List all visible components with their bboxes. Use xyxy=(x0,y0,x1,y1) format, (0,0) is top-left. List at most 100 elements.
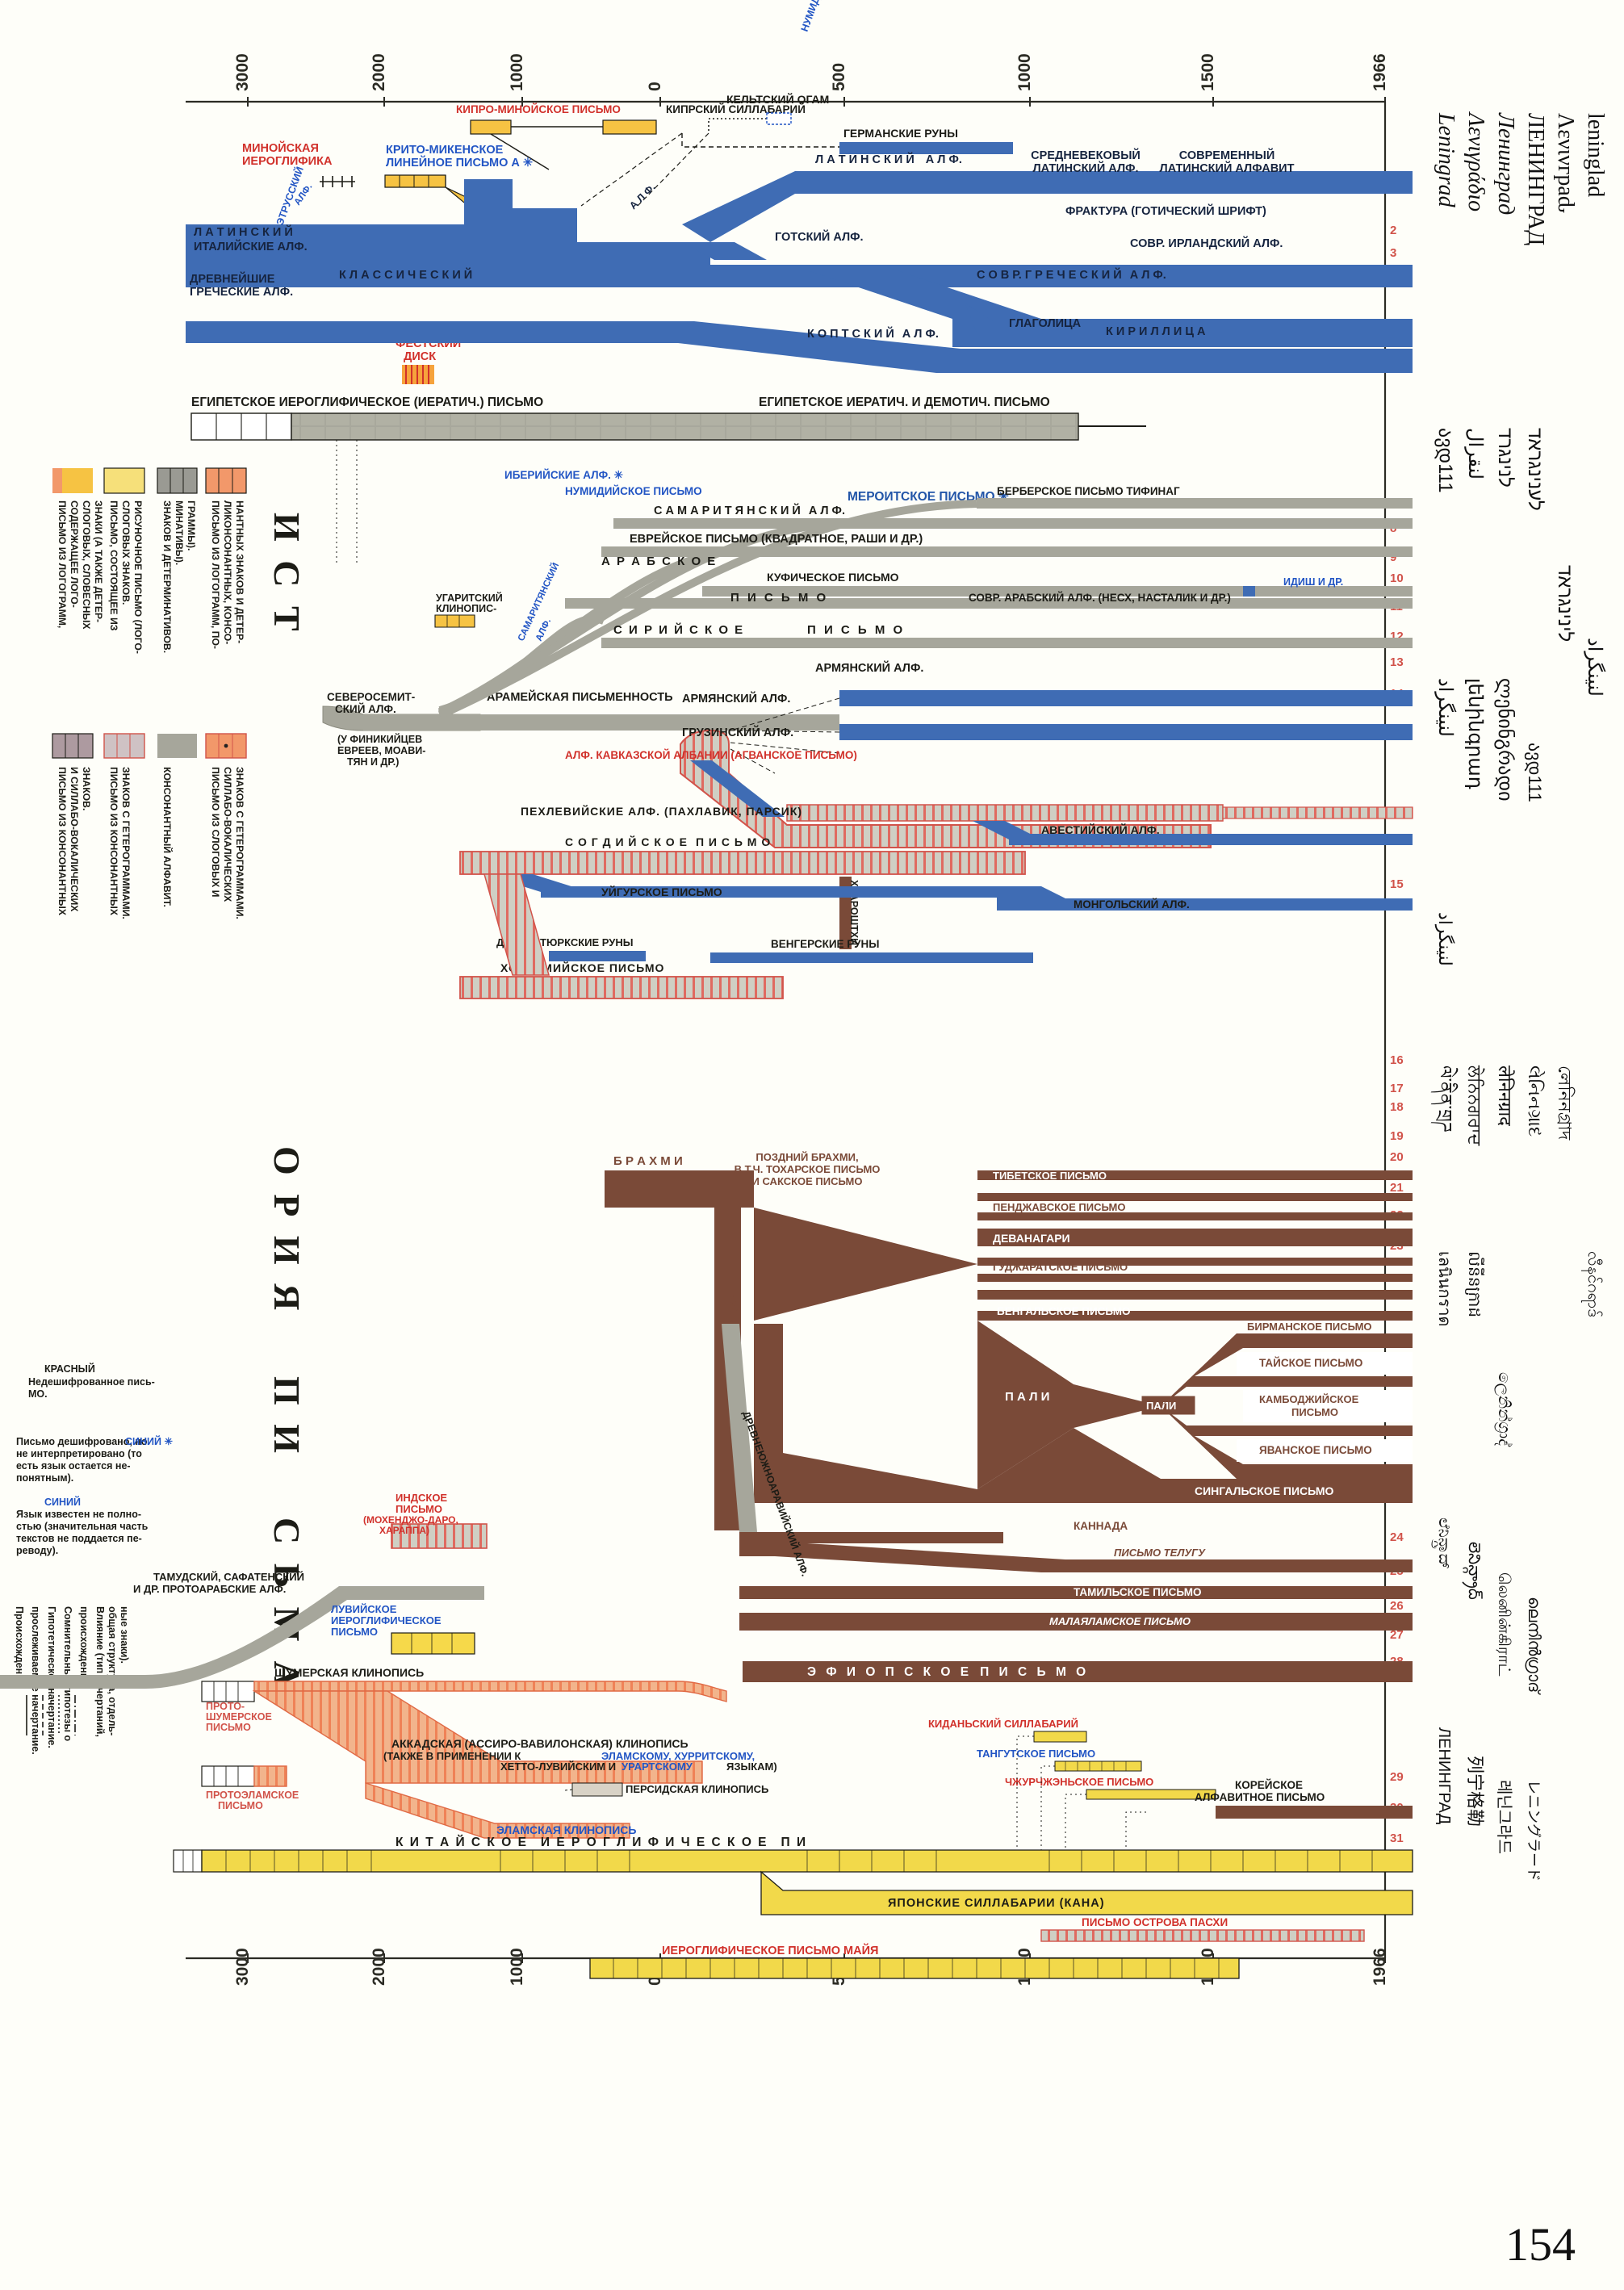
svg-text:2000: 2000 xyxy=(370,53,388,91)
svg-text:2000: 2000 xyxy=(370,1948,388,1986)
svg-text:ПИСЬМО ОСТРОВА ПАСХИ: ПИСЬМО ОСТРОВА ПАСХИ xyxy=(1082,1916,1228,1928)
svg-text:ГРАММЫ).: ГРАММЫ). xyxy=(186,500,197,551)
svg-text:ТАМИЛЬСКОЕ ПИСЬМО: ТАМИЛЬСКОЕ ПИСЬМО xyxy=(1074,1586,1201,1598)
svg-text:КАМБОДЖИЙСКОЕ: КАМБОДЖИЙСКОЕ xyxy=(1259,1393,1359,1405)
svg-text:ДИСК: ДИСК xyxy=(404,350,436,363)
svg-text:Э Ф И О П С К О ЕП И С Ь М О: Э Ф И О П С К О ЕП И С Ь М О xyxy=(807,1665,1089,1679)
svg-text:АВЕСТИЙСКИЙ АЛФ.: АВЕСТИЙСКИЙ АЛФ. xyxy=(1041,823,1160,836)
svg-text:БИРМАНСКОЕ ПИСЬМО: БИРМАНСКОЕ ПИСЬМО xyxy=(1247,1321,1372,1333)
svg-text:(У ФИНИКИЙЦЕВ: (У ФИНИКИЙЦЕВ xyxy=(337,733,422,745)
svg-text:13: 13 xyxy=(1390,655,1404,669)
svg-text:לענינגראד: לענינגראד xyxy=(1524,428,1546,511)
svg-text:АЛФ. КАВКАЗСКОЙ АЛБАНИИ (АГВАН: АЛФ. КАВКАЗСКОЙ АЛБАНИИ (АГВАНСКОЕ ПИСЬМ… xyxy=(565,749,857,761)
svg-text:не интерпретировано (то: не интерпретировано (то xyxy=(16,1448,142,1459)
svg-text:С О В Р. Г Р Е Ч Е С К И ЙА Л: С О В Р. Г Р Е Ч Е С К И ЙА Л Ф. xyxy=(977,267,1166,282)
svg-text:СОВР. ИРЛАНДСКИЙ АЛФ.: СОВР. ИРЛАНДСКИЙ АЛФ. xyxy=(1130,236,1283,250)
svg-text:ЯВАНСКОЕ ПИСЬМО: ЯВАНСКОЕ ПИСЬМО xyxy=(1259,1444,1372,1456)
svg-text:ЛУВИЙСКОЕ: ЛУВИЙСКОЕ xyxy=(331,1603,397,1615)
svg-text:Б Р А Х М И: Б Р А Х М И xyxy=(613,1154,683,1168)
svg-text:ВЕНГЕРСКИЕ РУНЫ: ВЕНГЕРСКИЕ РУНЫ xyxy=(771,938,879,950)
svg-text:ШУМЕРСКОЕ: ШУМЕРСКОЕ xyxy=(206,1711,272,1723)
svg-text:(МОХЕНДЖО-ДАРО,: (МОХЕНДЖО-ДАРО, xyxy=(363,1514,458,1526)
svg-text:ПИСЬМО: ПИСЬМО xyxy=(331,1626,378,1638)
svg-text:ЗНАКИ (А ТАКЖЕ ДЕТЕР-: ЗНАКИ (А ТАКЖЕ ДЕТЕР- xyxy=(93,500,104,622)
svg-text:БЕНГАЛЬСКОЕ ПИСЬМО: БЕНГАЛЬСКОЕ ПИСЬМО xyxy=(997,1305,1131,1317)
svg-text:10: 10 xyxy=(1390,571,1404,585)
svg-text:ЕВРЕЕВ, МОАВИ-: ЕВРЕЕВ, МОАВИ- xyxy=(337,745,425,756)
svg-text:ПИСЬМО: ПИСЬМО xyxy=(1291,1406,1338,1418)
svg-text:1500: 1500 xyxy=(1199,53,1217,91)
svg-text:К И Р И Л Л И Ц А: К И Р И Л Л И Ц А xyxy=(1106,325,1206,338)
svg-text:0: 0 xyxy=(646,82,664,91)
svg-text:ТЯН И ДР.): ТЯН И ДР.) xyxy=(347,756,399,768)
svg-text:लेनिनग्राद: लेनिनग्राद xyxy=(1495,1065,1515,1126)
svg-text:لنینگراد: لنینگراد xyxy=(1584,638,1606,697)
svg-text:С И Р И Й С К О Е: С И Р И Й С К О Е xyxy=(613,622,744,637)
svg-text:لنینگراد: لنینگراد xyxy=(1434,912,1455,966)
svg-text:ПИСЬМО ИЗ СЛОГОВЫХ И: ПИСЬМО ИЗ СЛОГОВЫХ И xyxy=(210,767,221,897)
svg-text:Сомнительные гипотезы о: Сомнительные гипотезы о xyxy=(62,1606,73,1742)
svg-text:ТАМУДСКИЙ, САФАТЕНСКИЙ: ТАМУДСКИЙ, САФАТЕНСКИЙ xyxy=(153,1571,304,1583)
svg-text:С А М А Р И Т Я Н С К И ЙА Л Ф: С А М А Р И Т Я Н С К И ЙА Л Ф. xyxy=(654,503,845,517)
svg-text:לנינגרד: לנינגרד xyxy=(1494,428,1516,488)
svg-text:Влияние (тип начертаний,: Влияние (тип начертаний, xyxy=(94,1606,106,1737)
svg-text:1000: 1000 xyxy=(508,53,526,91)
svg-text:стью (значительная часть: стью (значительная часть xyxy=(16,1521,149,1532)
svg-text:КУФИЧЕСКОЕ ПИСЬМО: КУФИЧЕСКОЕ ПИСЬМО xyxy=(767,571,899,584)
svg-text:1000: 1000 xyxy=(1015,53,1034,91)
svg-text:СИНИЙ ✳: СИНИЙ ✳ xyxy=(125,1435,173,1447)
svg-text:ИДИШ И ДР.: ИДИШ И ДР. xyxy=(1283,576,1343,588)
svg-text:ФРАКТУРА (ГОТИЧЕСКИЙ ШРИФТ): ФРАКТУРА (ГОТИЧЕСКИЙ ШРИФТ) xyxy=(1065,203,1266,218)
svg-text:레닌그라드: 레닌그라드 xyxy=(1495,1780,1513,1854)
svg-text:Л А Т И Н С К И ЙА Л Ф.: Л А Т И Н С К И ЙА Л Ф. xyxy=(815,152,962,166)
svg-text:ГОТСКИЙ АЛФ.: ГОТСКИЙ АЛФ. xyxy=(775,229,864,244)
svg-text:ЗНАКОВ С ГЕТЕРОГРАММАМИ.: ЗНАКОВ С ГЕТЕРОГРАММАМИ. xyxy=(120,767,132,919)
svg-text:К О П Т С К И ЙА Л Ф.: К О П Т С К И ЙА Л Ф. xyxy=(807,326,939,341)
svg-text:ТИБЕТСКОЕ ПИСЬМО: ТИБЕТСКОЕ ПИСЬМО xyxy=(993,1170,1107,1182)
svg-text:МО.: МО. xyxy=(28,1388,48,1400)
svg-text:ДЕВАНАГАРИ: ДЕВАНАГАРИ xyxy=(993,1232,1070,1245)
svg-text:П И С Ь М О: П И С Ь М О xyxy=(730,591,828,605)
svg-text:1966: 1966 xyxy=(1371,53,1389,91)
svg-text:լենինգրադ: լենինգրադ xyxy=(1464,678,1486,789)
svg-text:ПРОТОЭЛАМСКОЕ: ПРОТОЭЛАМСКОЕ xyxy=(206,1790,299,1801)
svg-text:РИСУНОЧНОЕ ПИСЬМО (ЛОГО-: РИСУНОЧНОЕ ПИСЬМО (ЛОГО- xyxy=(132,500,144,654)
svg-text:ПАЛИ: ПАЛИ xyxy=(1146,1400,1176,1412)
svg-text:ЗНАКОВ.: ЗНАКОВ. xyxy=(81,767,92,810)
svg-text:УРАРТСКОМУ: УРАРТСКОМУ xyxy=(622,1760,693,1773)
svg-text:လီနင်ဂရာဒ်: လီနင်ဂရာဒ် xyxy=(1581,1251,1603,1317)
svg-text:СИЛЛАБО-ВОКАЛИЧЕСКИХ: СИЛЛАБО-ВОКАЛИЧЕСКИХ xyxy=(222,767,233,902)
svg-text:2: 2 xyxy=(1390,224,1396,237)
svg-text:ПИСЬМО, СОСТОЯЩЕЕ ИЗ: ПИСЬМО, СОСТОЯЩЕЕ ИЗ xyxy=(108,500,119,631)
svg-text:ЛЕНИНГРАД: ЛЕНИНГРАД xyxy=(1435,1727,1453,1825)
svg-text:ЗНАКОВ С ГЕТЕРОГРАММАМИ.: ЗНАКОВ С ГЕТЕРОГРАММАМИ. xyxy=(234,767,245,919)
svg-text:ИТАЛИЙСКИЕ АЛФ.: ИТАЛИЙСКИЕ АЛФ. xyxy=(194,239,308,253)
svg-text:КЕЛЬТСКИЙ ОГАМ: КЕЛЬТСКИЙ ОГАМ xyxy=(726,92,829,106)
svg-text:УГАРИТСКИЙ: УГАРИТСКИЙ xyxy=(436,592,503,604)
svg-text:ЛЕНИНГРАД: ЛЕНИНГРАД xyxy=(1523,113,1548,245)
svg-text:ЯПОНСКИЕ СИЛЛАБАРИИ (КАНА): ЯПОНСКИЕ СИЛЛАБАРИИ (КАНА) xyxy=(888,1897,1105,1910)
svg-text:ലെനിൻഗ്രാദ്: ലെനിൻഗ്രാദ് xyxy=(1525,1597,1542,1696)
svg-text:СОВРЕМЕННЫЙ: СОВРЕМЕННЫЙ xyxy=(1179,148,1275,162)
svg-text:ТАНГУТСКОЕ ПИСЬМО: ТАНГУТСКОЕ ПИСЬМО xyxy=(977,1748,1095,1760)
svg-text:ХЕТТО-ЛУВИЙСКИМ И: ХЕТТО-ЛУВИЙСКИМ И xyxy=(500,1760,616,1773)
svg-text:АРМЯНСКИЙ АЛФ.: АРМЯНСКИЙ АЛФ. xyxy=(682,691,790,705)
svg-text:реводу).: реводу). xyxy=(16,1545,58,1556)
svg-text:31: 31 xyxy=(1390,1832,1404,1845)
svg-text:ПИСЬМО ИЗ ЛОГОГРАММ,: ПИСЬМО ИЗ ЛОГОГРАММ, xyxy=(57,500,68,628)
svg-text:КОРЕЙСКОЕ: КОРЕЙСКОЕ xyxy=(1235,1779,1303,1791)
svg-text:ПИСЬМО ТЕЛУГУ: ПИСЬМО ТЕЛУГУ xyxy=(1114,1547,1206,1559)
svg-text:ХАРАППА): ХАРАППА) xyxy=(379,1525,429,1536)
svg-text:ЕГИПЕТСКОЕ ИЕРАТИЧ. И ДЕМОТИЧ.: ЕГИПЕТСКОЕ ИЕРАТИЧ. И ДЕМОТИЧ. ПИСЬМО xyxy=(759,396,1050,409)
svg-text:ЭЛАМСКАЯ КЛИНОПИСЬ: ЭЛАМСКАЯ КЛИНОПИСЬ xyxy=(496,1823,636,1836)
svg-text:เลนินกราด: เลนินกราด xyxy=(1435,1251,1453,1327)
svg-text:К Л А С С И Ч Е С К И Й: К Л А С С И Ч Е С К И Й xyxy=(339,267,472,282)
svg-text:ГЛАГОЛИЦА: ГЛАГОЛИЦА xyxy=(1009,317,1082,330)
svg-text:ලෙනින්ග්‍රාද්: ලෙනින්ග්‍රාද් xyxy=(1494,1372,1513,1446)
svg-text:КАННАДА: КАННАДА xyxy=(1074,1520,1128,1532)
svg-text:ЕГИПЕТСКОЕ ИЕРОГЛИФИЧЕСКОЕ (: ЕГИПЕТСКОЕ ИЕРОГЛИФИЧЕСКОЕ (ИЕРАТИЧ.) ПИ… xyxy=(191,396,543,409)
svg-text:СЕВЕРОСЕМИТ-: СЕВЕРОСЕМИТ- xyxy=(327,691,415,703)
svg-text:СОДЕРЖАЩЕЕ ЛОГО-: СОДЕРЖАЩЕЕ ЛОГО- xyxy=(69,500,80,608)
svg-text:Недешифрованное пись-: Недешифрованное пись- xyxy=(28,1376,155,1388)
svg-text:ЛИНЕЙНОЕ ПИСЬМО А ✳: ЛИНЕЙНОЕ ПИСЬМО А ✳ xyxy=(386,155,534,170)
